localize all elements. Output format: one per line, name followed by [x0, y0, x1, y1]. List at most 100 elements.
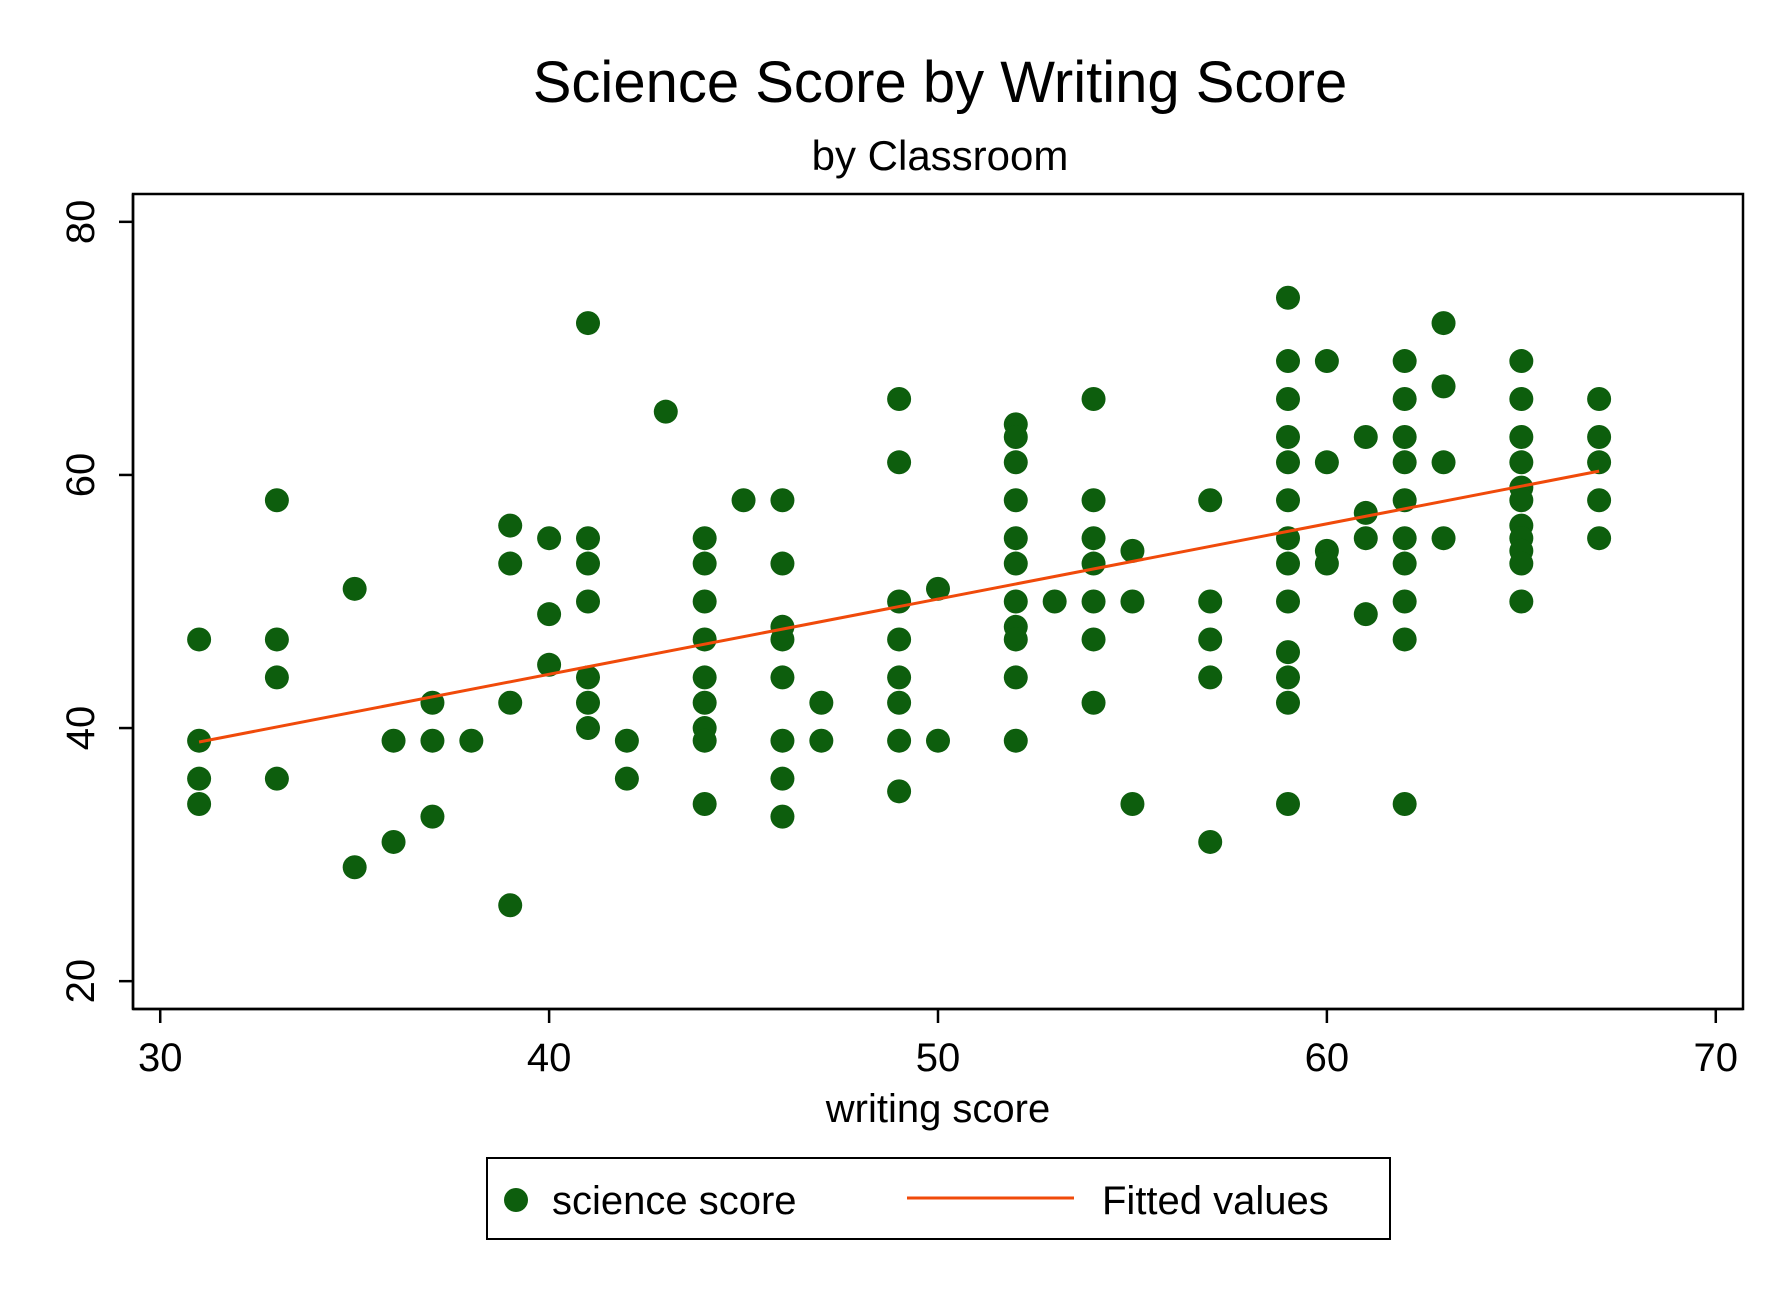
data-point-35: [692, 589, 717, 614]
data-point-75: [1081, 387, 1106, 412]
data-point-67: [1003, 526, 1028, 551]
data-point-124: [1431, 526, 1456, 551]
data-point-138: [1587, 450, 1612, 475]
data-point-77: [1081, 526, 1106, 551]
data-point-40: [692, 728, 717, 753]
data-point-31: [614, 766, 639, 791]
data-point-88: [1198, 665, 1223, 690]
data-point-21: [537, 602, 562, 627]
data-point-113: [1392, 424, 1417, 449]
data-point-8: [342, 576, 367, 601]
data-point-86: [1198, 589, 1223, 614]
data-point-135: [1509, 589, 1534, 614]
data-point-17: [498, 551, 523, 576]
data-point-106: [1314, 551, 1339, 576]
data-point-92: [1276, 387, 1300, 412]
data-point-30: [614, 728, 639, 753]
legend-label-fitted-values: Fitted values: [1102, 1179, 1329, 1223]
legend-label-science-score: science score: [552, 1179, 797, 1223]
data-point-126: [1509, 387, 1534, 412]
data-point-29: [576, 716, 600, 741]
x-tick-label-4: 70: [1694, 1036, 1739, 1080]
legend-marker-science-score: [504, 1188, 528, 1212]
data-point-7: [264, 766, 289, 791]
data-point-10: [381, 728, 406, 753]
data-point-84: [1120, 791, 1145, 816]
data-point-54: [887, 450, 912, 475]
data-point-42: [731, 488, 756, 513]
data-point-15: [459, 728, 484, 753]
data-point-24: [576, 526, 600, 551]
data-point-55: [887, 589, 912, 614]
data-point-34: [692, 551, 717, 576]
data-point-111: [1392, 349, 1417, 374]
data-point-137: [1587, 424, 1612, 449]
data-point-6: [264, 665, 289, 690]
data-point-37: [692, 665, 717, 690]
x-axis-label: writing score: [825, 1087, 1051, 1131]
data-point-79: [1081, 589, 1106, 614]
data-point-99: [1276, 640, 1300, 665]
data-point-60: [887, 779, 912, 804]
data-point-27: [576, 665, 600, 690]
data-point-71: [1003, 627, 1028, 652]
x-tick-label-1: 40: [527, 1036, 572, 1080]
y-tick-label-2: 60: [59, 453, 103, 498]
data-point-26: [576, 589, 600, 614]
data-point-120: [1392, 791, 1417, 816]
data-point-66: [1003, 488, 1028, 513]
chart-title: Science Score by Writing Score: [533, 50, 1348, 115]
data-point-16: [498, 513, 523, 538]
data-point-72: [1003, 665, 1028, 690]
chart-subtitle: by Classroom: [812, 132, 1069, 179]
x-tick-label-3: 60: [1305, 1036, 1350, 1080]
data-point-80: [1081, 627, 1106, 652]
data-point-108: [1353, 500, 1378, 525]
data-point-47: [770, 665, 795, 690]
data-point-136: [1587, 387, 1612, 412]
data-point-48: [770, 728, 795, 753]
science-score-points: [187, 285, 1612, 918]
data-point-11: [381, 829, 406, 854]
data-point-91: [1276, 349, 1300, 374]
data-point-14: [420, 804, 445, 829]
data-point-82: [1120, 538, 1145, 563]
data-point-58: [887, 690, 912, 715]
data-point-38: [692, 690, 717, 715]
data-point-74: [1042, 589, 1067, 614]
data-point-61: [926, 576, 950, 601]
fitted-values-line-group: [198, 469, 1600, 744]
data-point-114: [1392, 450, 1417, 475]
data-point-94: [1276, 450, 1300, 475]
data-point-28: [576, 690, 600, 715]
data-point-50: [770, 804, 795, 829]
data-point-46: [770, 627, 795, 652]
data-point-68: [1003, 551, 1028, 576]
data-point-118: [1392, 589, 1417, 614]
data-point-121: [1431, 311, 1456, 336]
data-point-49: [770, 766, 795, 791]
data-point-140: [1587, 526, 1612, 551]
data-point-59: [887, 728, 912, 753]
data-point-102: [1276, 791, 1300, 816]
data-point-97: [1276, 551, 1300, 576]
data-point-73: [1003, 728, 1028, 753]
data-point-117: [1392, 551, 1417, 576]
y-tick-label-3: 80: [59, 200, 103, 245]
data-point-81: [1081, 690, 1106, 715]
x-tick-label-0: 30: [138, 1036, 183, 1080]
x-tick-label-2: 50: [916, 1036, 961, 1080]
data-point-19: [498, 893, 523, 918]
data-point-119: [1392, 627, 1417, 652]
data-point-122: [1431, 374, 1456, 399]
data-point-43: [770, 488, 795, 513]
data-point-36: [692, 627, 717, 652]
y-tick-label-0: 20: [59, 959, 103, 1004]
data-point-104: [1314, 450, 1339, 475]
data-point-64: [1003, 424, 1028, 449]
data-point-76: [1081, 488, 1106, 513]
fitted-values-line: [198, 469, 1600, 744]
data-point-127: [1509, 424, 1534, 449]
data-point-2: [187, 766, 212, 791]
